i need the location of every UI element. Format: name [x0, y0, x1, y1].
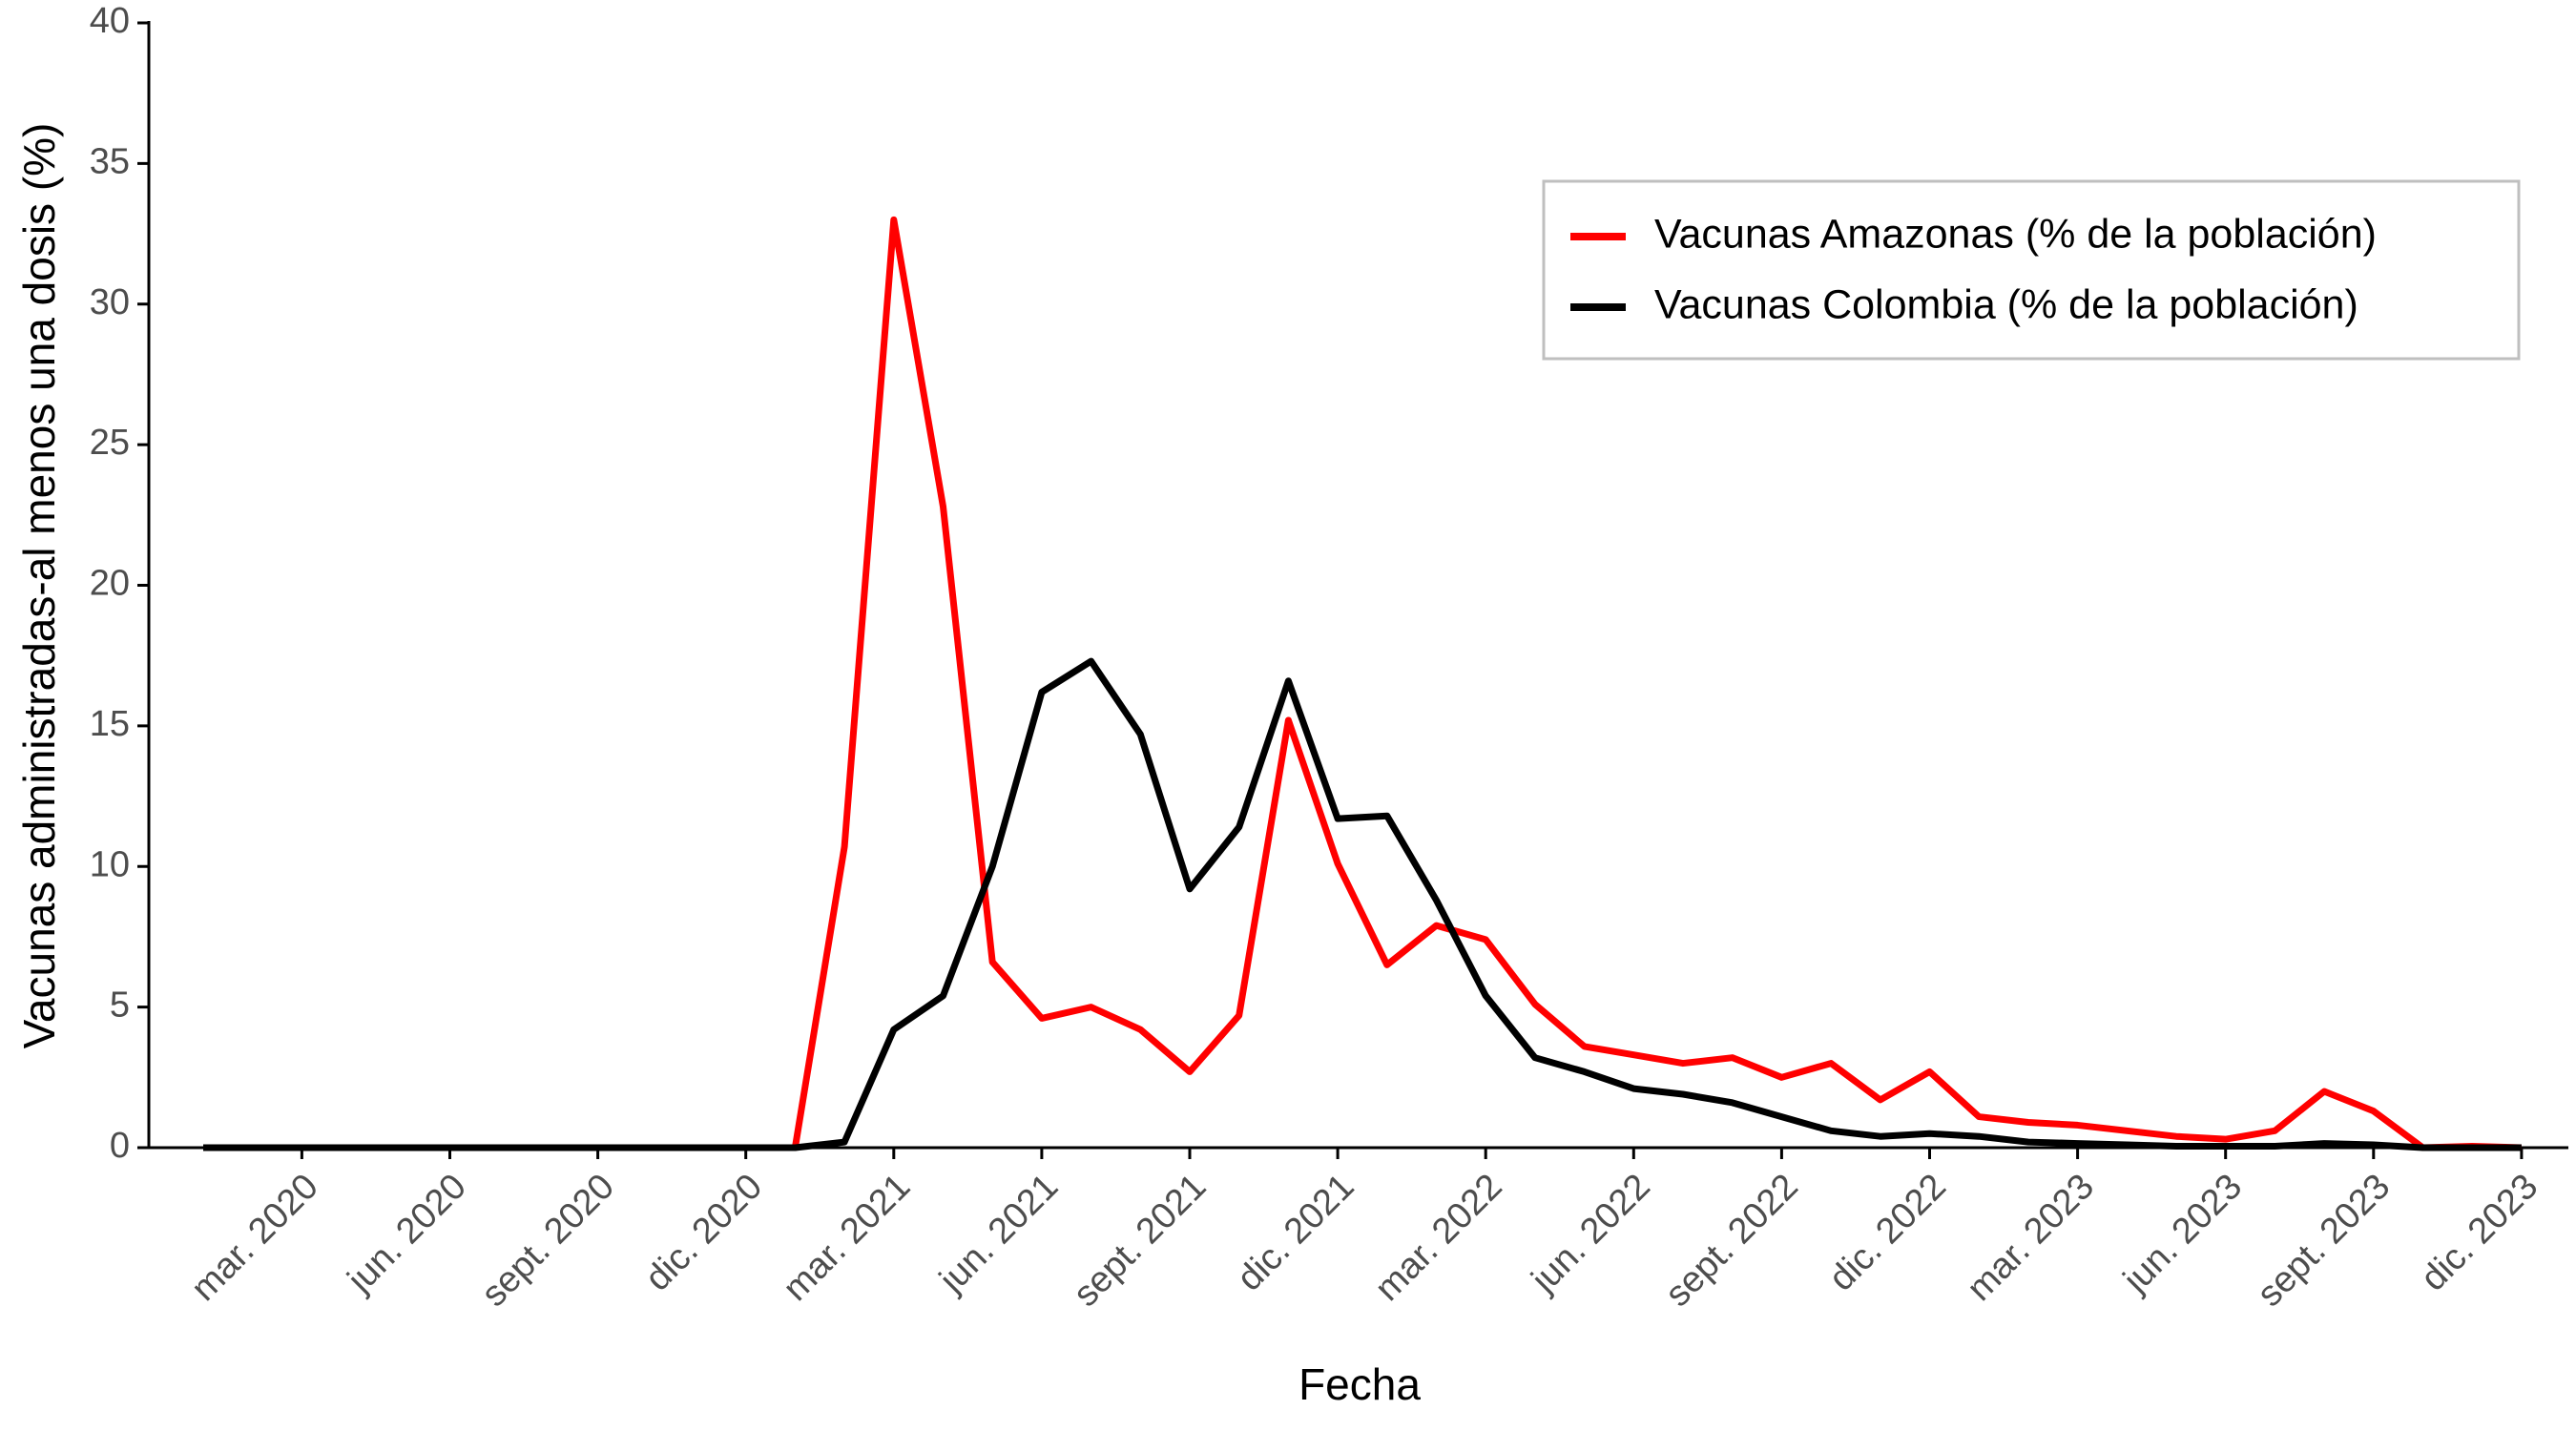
x-tick-label: sept. 2023: [2250, 1167, 2398, 1315]
x-tick-label: mar. 2023: [1960, 1167, 2102, 1309]
x-tick-label: dic. 2020: [637, 1167, 770, 1299]
x-tick-label: jun. 2021: [931, 1167, 1066, 1301]
x-tick-label: sept. 2022: [1658, 1167, 1806, 1315]
x-tick-label: dic. 2021: [1230, 1167, 1362, 1299]
x-tick-label: dic. 2022: [1821, 1167, 1954, 1299]
x-tick-label: mar. 2021: [776, 1167, 918, 1309]
series-line: [203, 657, 2522, 1151]
x-axis-title: Fecha: [1298, 1359, 1421, 1409]
x-tick-label: mar. 2020: [184, 1167, 326, 1309]
legend-label: Vacunas Amazonas (% de la población): [1654, 211, 2377, 257]
y-tick-label: 20: [90, 564, 130, 604]
legend-box: [1542, 179, 2521, 361]
y-tick-label: 35: [90, 141, 130, 181]
y-tick-label: 0: [110, 1126, 130, 1166]
y-tick-label: 25: [90, 423, 130, 463]
x-tick-label: jun. 2023: [2115, 1167, 2250, 1301]
x-tick-label: sept. 2020: [474, 1167, 622, 1315]
x-tick-label: jun. 2020: [340, 1167, 474, 1301]
x-tick-label: jun. 2022: [1524, 1167, 1658, 1301]
x-tick-label: mar. 2022: [1367, 1167, 1509, 1309]
x-tick-label: sept. 2021: [1066, 1167, 1214, 1315]
y-tick-label: 15: [90, 704, 130, 744]
legend-label: Vacunas Colombia (% de la población): [1654, 281, 2358, 327]
y-tick-label: 30: [90, 282, 130, 322]
x-tick-label: dic. 2023: [2414, 1167, 2546, 1299]
y-axis-title: Vacunas administradas-al menos una dosis…: [14, 123, 64, 1049]
y-tick-label: 5: [110, 985, 130, 1026]
y-tick-label: 40: [90, 1, 130, 41]
y-tick-label: 10: [90, 844, 130, 884]
